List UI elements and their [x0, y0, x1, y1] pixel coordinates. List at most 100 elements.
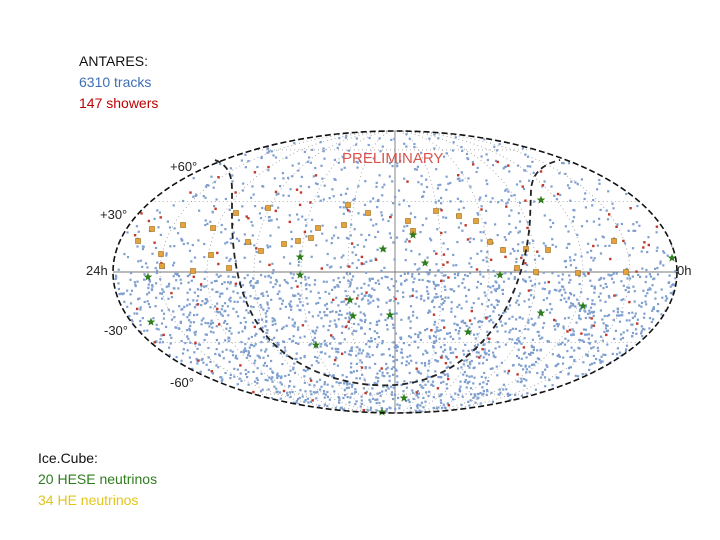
track-event	[337, 318, 340, 321]
track-event	[605, 285, 608, 288]
lat-label-minus30: -30°	[104, 323, 128, 338]
track-event	[384, 389, 387, 392]
track-event	[469, 399, 472, 402]
track-event	[674, 271, 677, 274]
track-event	[469, 331, 472, 334]
track-event	[250, 335, 253, 339]
track-event	[359, 359, 362, 362]
track-event	[523, 300, 526, 303]
track-event	[324, 352, 327, 355]
track-event	[576, 183, 579, 186]
track-event	[313, 283, 316, 286]
track-event	[462, 373, 465, 376]
track-event	[260, 306, 263, 309]
track-event	[292, 368, 295, 371]
he-neutrino-marker	[433, 208, 439, 214]
track-event	[304, 278, 307, 281]
track-event	[417, 272, 421, 276]
shower-event	[556, 192, 560, 196]
track-event	[515, 342, 519, 345]
track-event	[504, 330, 507, 333]
track-event	[403, 380, 406, 383]
shower-event	[217, 176, 220, 179]
track-event	[501, 292, 504, 295]
track-event	[604, 324, 608, 327]
shower-event	[481, 348, 484, 351]
track-event	[251, 234, 254, 237]
track-event	[211, 288, 214, 291]
track-event	[130, 289, 134, 292]
track-event	[532, 348, 535, 351]
track-event	[257, 297, 260, 300]
track-event	[596, 188, 599, 191]
track-event	[585, 220, 589, 223]
track-event	[290, 230, 293, 233]
track-event	[259, 217, 263, 220]
track-event	[221, 314, 224, 317]
track-event	[469, 257, 472, 260]
track-event	[601, 339, 604, 342]
track-event	[564, 172, 567, 175]
track-event	[319, 345, 322, 348]
track-event	[211, 371, 214, 375]
track-event	[220, 223, 223, 227]
track-event	[465, 324, 468, 327]
track-event	[602, 322, 605, 325]
track-event	[348, 316, 351, 319]
track-event	[309, 400, 312, 403]
track-event	[413, 143, 416, 146]
track-event	[249, 284, 253, 287]
track-event	[493, 288, 496, 291]
track-event	[360, 233, 363, 236]
track-event	[660, 313, 663, 316]
track-event	[532, 346, 535, 349]
track-event	[196, 362, 199, 365]
track-event	[549, 303, 552, 306]
track-event	[560, 285, 564, 288]
track-event	[604, 300, 607, 303]
track-event	[570, 333, 573, 336]
track-event	[536, 357, 539, 360]
track-event	[408, 344, 411, 347]
shower-event	[488, 337, 491, 341]
track-event	[315, 359, 318, 363]
track-event	[177, 287, 180, 290]
track-event	[490, 291, 493, 294]
track-event	[479, 354, 482, 357]
track-event	[279, 397, 282, 400]
track-event	[570, 293, 573, 296]
track-event	[439, 376, 442, 379]
track-event	[321, 177, 324, 180]
track-event	[256, 165, 259, 169]
track-event	[294, 294, 297, 297]
track-event	[383, 183, 386, 186]
track-event	[229, 349, 232, 352]
track-event	[498, 143, 501, 146]
track-event	[407, 398, 410, 401]
track-event	[337, 348, 340, 351]
hese-neutrino-marker	[578, 301, 588, 310]
track-event	[538, 282, 541, 285]
track-event	[313, 336, 316, 339]
track-event	[287, 373, 290, 376]
track-event	[293, 321, 296, 324]
track-event	[231, 354, 235, 357]
track-event	[376, 206, 379, 209]
track-event	[599, 309, 602, 312]
track-event	[261, 318, 264, 321]
track-event	[635, 332, 638, 335]
shower-event	[475, 268, 479, 271]
track-event	[506, 201, 509, 204]
track-event	[393, 137, 396, 140]
track-event	[217, 342, 221, 345]
track-event	[170, 336, 173, 339]
track-event	[656, 309, 659, 313]
he-neutrino-marker	[456, 213, 462, 219]
track-event	[598, 182, 601, 185]
track-event	[174, 272, 177, 275]
track-event	[220, 376, 223, 379]
track-event	[588, 316, 591, 319]
track-event	[482, 275, 485, 278]
track-event	[549, 311, 552, 314]
track-event	[241, 284, 245, 287]
